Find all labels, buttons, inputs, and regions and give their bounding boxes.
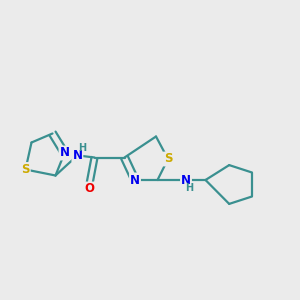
Text: O: O xyxy=(84,182,94,196)
Text: H: H xyxy=(185,183,193,194)
Text: N: N xyxy=(72,149,82,162)
Text: N: N xyxy=(181,173,191,187)
Text: H: H xyxy=(78,143,86,153)
Text: S: S xyxy=(164,152,172,166)
Text: N: N xyxy=(130,173,140,187)
Text: N: N xyxy=(59,146,70,160)
Text: S: S xyxy=(21,163,30,176)
